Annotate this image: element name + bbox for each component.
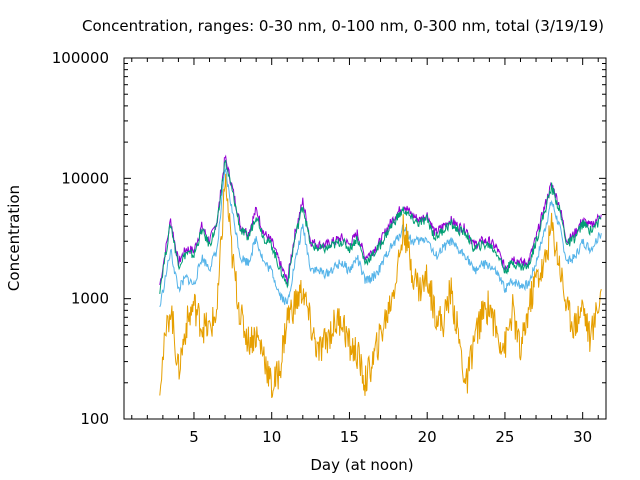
series-line-4 xyxy=(159,173,602,399)
plot-frame xyxy=(123,57,607,420)
x-tick-label: 25 xyxy=(495,428,514,446)
series-layer xyxy=(159,154,602,399)
tick-layer: 5 10 15 20 25 30 100 1000 10000 100000 xyxy=(52,49,606,446)
x-axis-label: Day (at noon) xyxy=(310,456,414,474)
y-axis-label: Concentration xyxy=(5,184,23,292)
series-line-2 xyxy=(159,159,602,294)
x-tick-label: 30 xyxy=(573,428,592,446)
x-tick-label: 10 xyxy=(262,428,281,446)
x-tick-label: 20 xyxy=(418,428,437,446)
chart-title: Concentration, ranges: 0-30 nm, 0-100 nm… xyxy=(82,17,604,35)
y-tick-label: 100000 xyxy=(52,49,109,67)
y-tick-label: 10000 xyxy=(61,169,109,187)
series-line-3 xyxy=(159,167,602,308)
y-tick-label: 1000 xyxy=(71,290,109,308)
x-tick-label: 15 xyxy=(340,428,359,446)
y-tick-label: 100 xyxy=(80,410,109,428)
x-tick-label: 5 xyxy=(189,428,199,446)
